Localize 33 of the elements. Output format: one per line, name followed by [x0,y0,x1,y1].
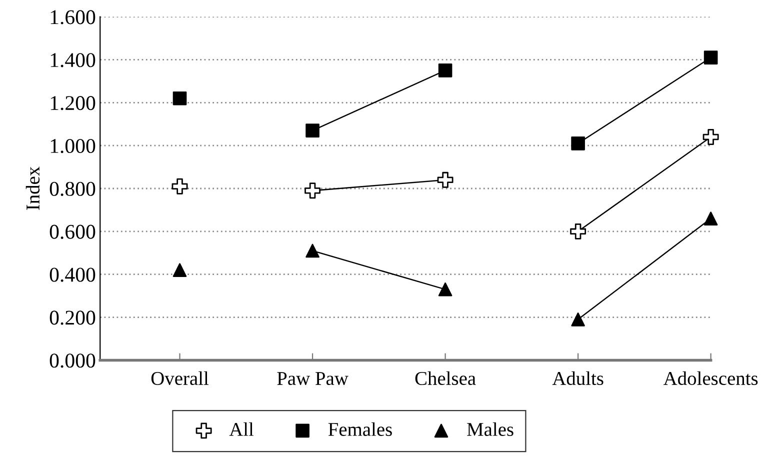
x-tick-label: Adults [552,371,604,386]
y-tick-label: 0.000 [50,354,96,368]
y-tick-label: 0.400 [50,268,96,282]
legend-label: All [229,422,254,436]
legend-label: Females [328,422,392,436]
y-tick-label: 0.800 [50,182,96,196]
y-axis-title: Index [26,166,40,210]
point [570,223,586,240]
point [306,244,320,258]
x-tick-label: Chelsea [415,371,476,386]
point [172,91,187,106]
point [437,172,454,188]
y-tick-label: 1.400 [50,53,96,68]
y-tick-label: 0.600 [50,224,96,239]
point [438,282,452,296]
y-tick-label: 1.000 [50,138,96,154]
x-tick-label: Paw Paw [277,372,348,386]
y-tick-label: 0.200 [50,310,96,325]
point [571,136,585,150]
x-tick-label: Overall [151,371,209,386]
point [172,178,188,194]
legend-label: Males [467,422,514,436]
point [304,182,321,199]
point [571,312,585,326]
point [172,263,187,277]
point [438,64,452,78]
point [704,50,718,64]
point [702,129,719,145]
y-tick-label: 1.200 [50,96,96,110]
y-tick-label: 1.600 [50,10,96,24]
x-tick-label: Adolescents [663,371,758,386]
point [306,124,320,138]
point [704,212,718,226]
